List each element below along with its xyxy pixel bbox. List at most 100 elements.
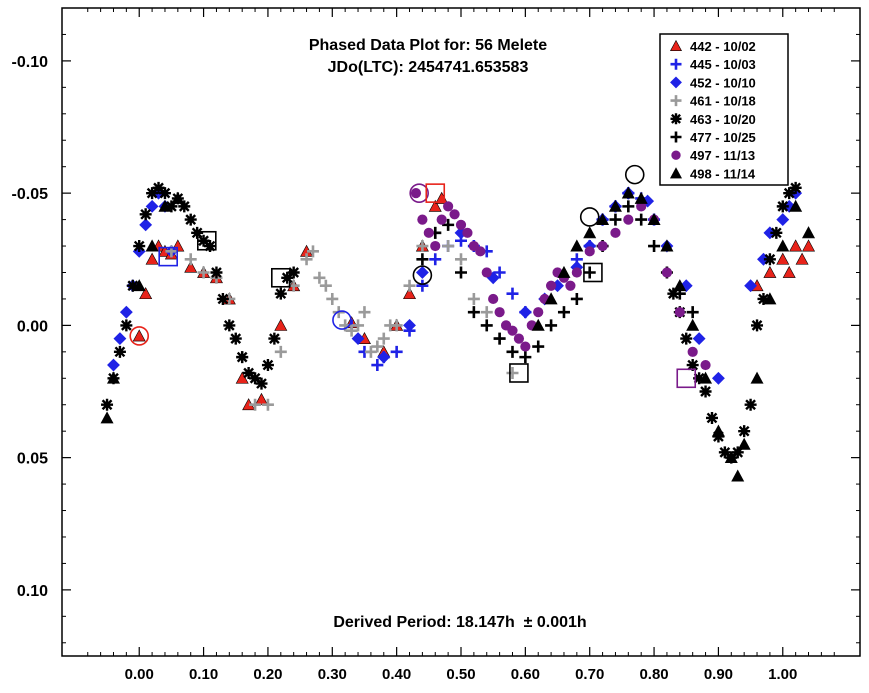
series-445-point	[390, 345, 403, 358]
series-463-point	[133, 240, 146, 253]
legend-label: 461 - 10/18	[690, 94, 756, 109]
series-452-point	[415, 266, 429, 279]
series-497-point	[661, 267, 673, 278]
x-tick-label: 0.30	[318, 666, 347, 683]
series-463-point	[139, 208, 152, 221]
legend-label: 497 - 11/13	[690, 148, 755, 163]
series-463-point	[783, 187, 796, 200]
series-452-point	[776, 213, 790, 227]
series-497-point	[410, 188, 422, 199]
highlight-markers	[129, 164, 697, 389]
series-498-point	[158, 199, 172, 212]
series-463-point	[268, 332, 281, 345]
series-497-point	[417, 214, 428, 225]
series-497-point	[571, 267, 582, 278]
y-tick-label: 0.00	[17, 318, 48, 335]
series-463-point	[281, 271, 294, 284]
x-tick-label: 0.10	[189, 666, 218, 683]
series-497-point	[687, 346, 698, 357]
series-477-point	[545, 319, 558, 332]
series-463-point	[744, 398, 757, 411]
series-442-point	[184, 260, 198, 273]
series-498-point	[647, 212, 661, 225]
series-452-point	[403, 318, 416, 332]
series-463-point	[113, 345, 126, 358]
series-461-point	[467, 292, 480, 305]
x-tick-label: 0.60	[511, 666, 540, 683]
series-497-point	[565, 280, 576, 291]
series-442-point	[132, 329, 146, 342]
series-463-point	[242, 366, 255, 379]
legend-label: 498 - 11/14	[690, 166, 756, 181]
series-498-point	[583, 226, 597, 239]
series-461-point	[300, 253, 313, 266]
series-442-point	[776, 252, 790, 265]
series-452-point	[692, 332, 706, 346]
series-461-point	[480, 306, 493, 319]
series-461-point	[352, 319, 365, 332]
series-498-point	[557, 265, 571, 278]
series-463-point	[236, 351, 249, 364]
series-442-point	[145, 252, 159, 265]
legend-label: 442 - 10/02	[690, 39, 756, 54]
series-498-point	[737, 437, 751, 450]
series-477-point	[686, 306, 699, 319]
series-442-point	[795, 252, 809, 265]
series-461-point	[390, 319, 403, 332]
series-463-point	[274, 287, 287, 300]
y-tick-label: -0.10	[12, 54, 49, 71]
series-445-point	[429, 253, 442, 266]
legend-label: 445 - 10/03	[690, 57, 756, 72]
series-463-point	[249, 372, 262, 385]
legend-marker	[669, 167, 683, 179]
series-498-point	[686, 318, 700, 331]
legend-label: 463 - 10/20	[690, 112, 756, 127]
series-477-point	[506, 345, 519, 358]
series-463-point	[261, 359, 274, 372]
highlight-circle	[129, 326, 150, 346]
x-tick-label: 0.80	[639, 666, 668, 683]
series-498-point	[634, 191, 648, 204]
axis-tick-labels: 0.00 0.10 0.20 0.30 0.40 0.50 0.60 0.70 0.80 0.90…	[12, 54, 798, 683]
highlight-circle	[332, 310, 352, 330]
series-463-point	[216, 292, 229, 305]
series-442-point	[428, 199, 442, 212]
series-442-point	[802, 239, 816, 252]
series-461-point	[274, 345, 287, 358]
highlight-square	[196, 230, 217, 251]
series-498-point	[724, 451, 738, 464]
series-497-point	[597, 240, 608, 252]
series-497-point	[449, 209, 460, 220]
series-497-point	[436, 214, 447, 225]
series-498-point	[608, 199, 622, 212]
x-tick-label: 0.00	[125, 666, 154, 683]
series-463-point	[223, 319, 236, 332]
series-497-point	[623, 214, 634, 225]
series-497-point	[430, 240, 441, 252]
series-463-point	[165, 200, 178, 213]
series-463-point	[751, 319, 764, 332]
series-498-point	[789, 199, 803, 212]
series-498-point	[699, 371, 713, 384]
series-452-point	[107, 358, 120, 372]
series-498-point	[544, 292, 558, 305]
series-442-point	[782, 265, 796, 278]
series-463-point	[667, 287, 680, 300]
series-452-point	[377, 350, 391, 364]
series-452-point	[119, 305, 133, 319]
series-477-point	[519, 351, 532, 364]
legend-marker	[670, 76, 682, 89]
series-498-point	[802, 226, 816, 239]
series-477-point	[455, 266, 467, 279]
series-498-point	[776, 239, 790, 252]
series-463-point	[680, 332, 693, 345]
series-442-point	[403, 287, 417, 300]
series-461-point	[403, 279, 416, 292]
series-497-point	[462, 227, 473, 238]
y-tick-label: 0.05	[17, 451, 48, 468]
series-442-point	[274, 318, 288, 331]
series-498-point	[100, 411, 114, 424]
series-461-point	[319, 279, 332, 292]
series-461-point	[345, 324, 358, 337]
